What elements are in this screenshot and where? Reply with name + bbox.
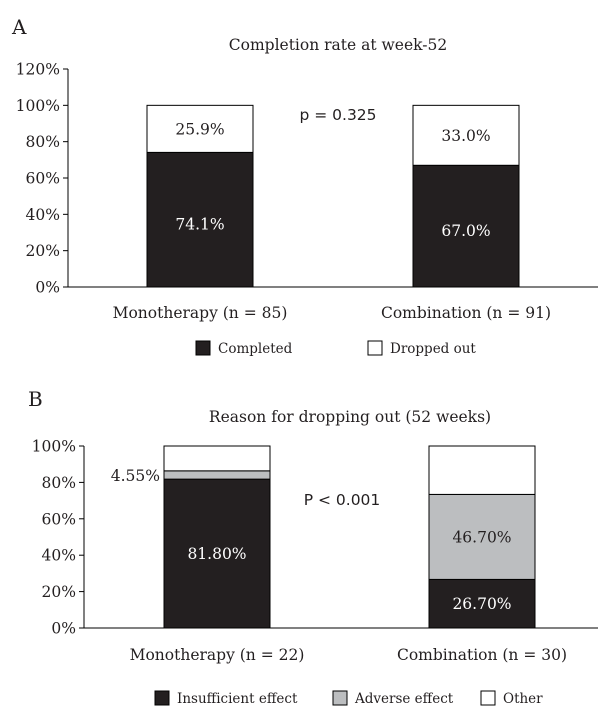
- y-tick-label: 80%: [26, 133, 60, 151]
- y-tick-label: 40%: [42, 547, 76, 565]
- legend-label: Completed: [218, 341, 293, 357]
- bar-segment: [428, 445, 536, 495]
- y-tick-label: 120%: [16, 61, 60, 79]
- y-tick-label: 60%: [42, 510, 76, 528]
- y-tick-label: 20%: [26, 242, 60, 260]
- legend-label: Insufficient effect: [177, 691, 298, 707]
- panel-label: B: [28, 387, 43, 411]
- chart-title: Reason for dropping out (52 weeks): [209, 408, 491, 426]
- chart-title: Completion rate at week-52: [229, 36, 447, 54]
- data-label: 46.70%: [452, 528, 511, 546]
- bar-segment: [412, 164, 520, 288]
- bar-segment: [146, 151, 254, 288]
- data-label: 33.0%: [441, 127, 490, 145]
- y-tick-label: 100%: [16, 97, 60, 115]
- y-tick-label: 100%: [32, 438, 76, 456]
- p-value-annotation: p = 0.325: [299, 106, 376, 124]
- data-label: 74.1%: [175, 216, 224, 234]
- x-category-label: Monotherapy (n = 85): [113, 304, 288, 322]
- bar-segment: [146, 104, 254, 153]
- legend-swatch: [332, 690, 348, 706]
- bar-segment: [163, 478, 271, 629]
- bar-segment: [163, 470, 271, 480]
- data-label: 26.70%: [452, 595, 511, 613]
- y-tick-label: 40%: [26, 206, 60, 224]
- y-tick-label: 0%: [35, 279, 60, 297]
- legend-swatch: [367, 340, 383, 356]
- x-category-label: Combination (n = 30): [397, 646, 567, 664]
- legend-swatch: [480, 690, 496, 706]
- panel-label: A: [11, 15, 27, 39]
- y-tick-label: 80%: [42, 474, 76, 492]
- legend-label: Dropped out: [390, 341, 476, 357]
- p-value-annotation: P < 0.001: [304, 491, 381, 509]
- legend-label: Adverse effect: [354, 691, 454, 707]
- x-category-label: Combination (n = 91): [381, 304, 551, 322]
- data-label: 4.55%: [111, 467, 160, 485]
- data-label: 25.9%: [175, 120, 224, 138]
- legend-swatch: [195, 340, 211, 356]
- data-label: 81.80%: [187, 545, 246, 563]
- chart-panel-b: B Reason for dropping out (52 weeks) 0% 20%…: [28, 387, 598, 707]
- chart-panel-a: A Completion rate at week-52 0% 20% 40% 60% 80…: [11, 15, 598, 357]
- y-tick-label: 60%: [26, 170, 60, 188]
- legend-label: Other: [503, 691, 543, 707]
- x-category-label: Monotherapy (n = 22): [130, 646, 305, 664]
- data-label: 67.0%: [441, 222, 490, 240]
- bar-segment: [428, 578, 536, 629]
- y-tick-label: 0%: [51, 620, 76, 638]
- bar-segment: [163, 445, 271, 472]
- legend-swatch: [154, 690, 170, 706]
- y-tick-label: 20%: [42, 583, 76, 601]
- bar-segment: [412, 104, 520, 166]
